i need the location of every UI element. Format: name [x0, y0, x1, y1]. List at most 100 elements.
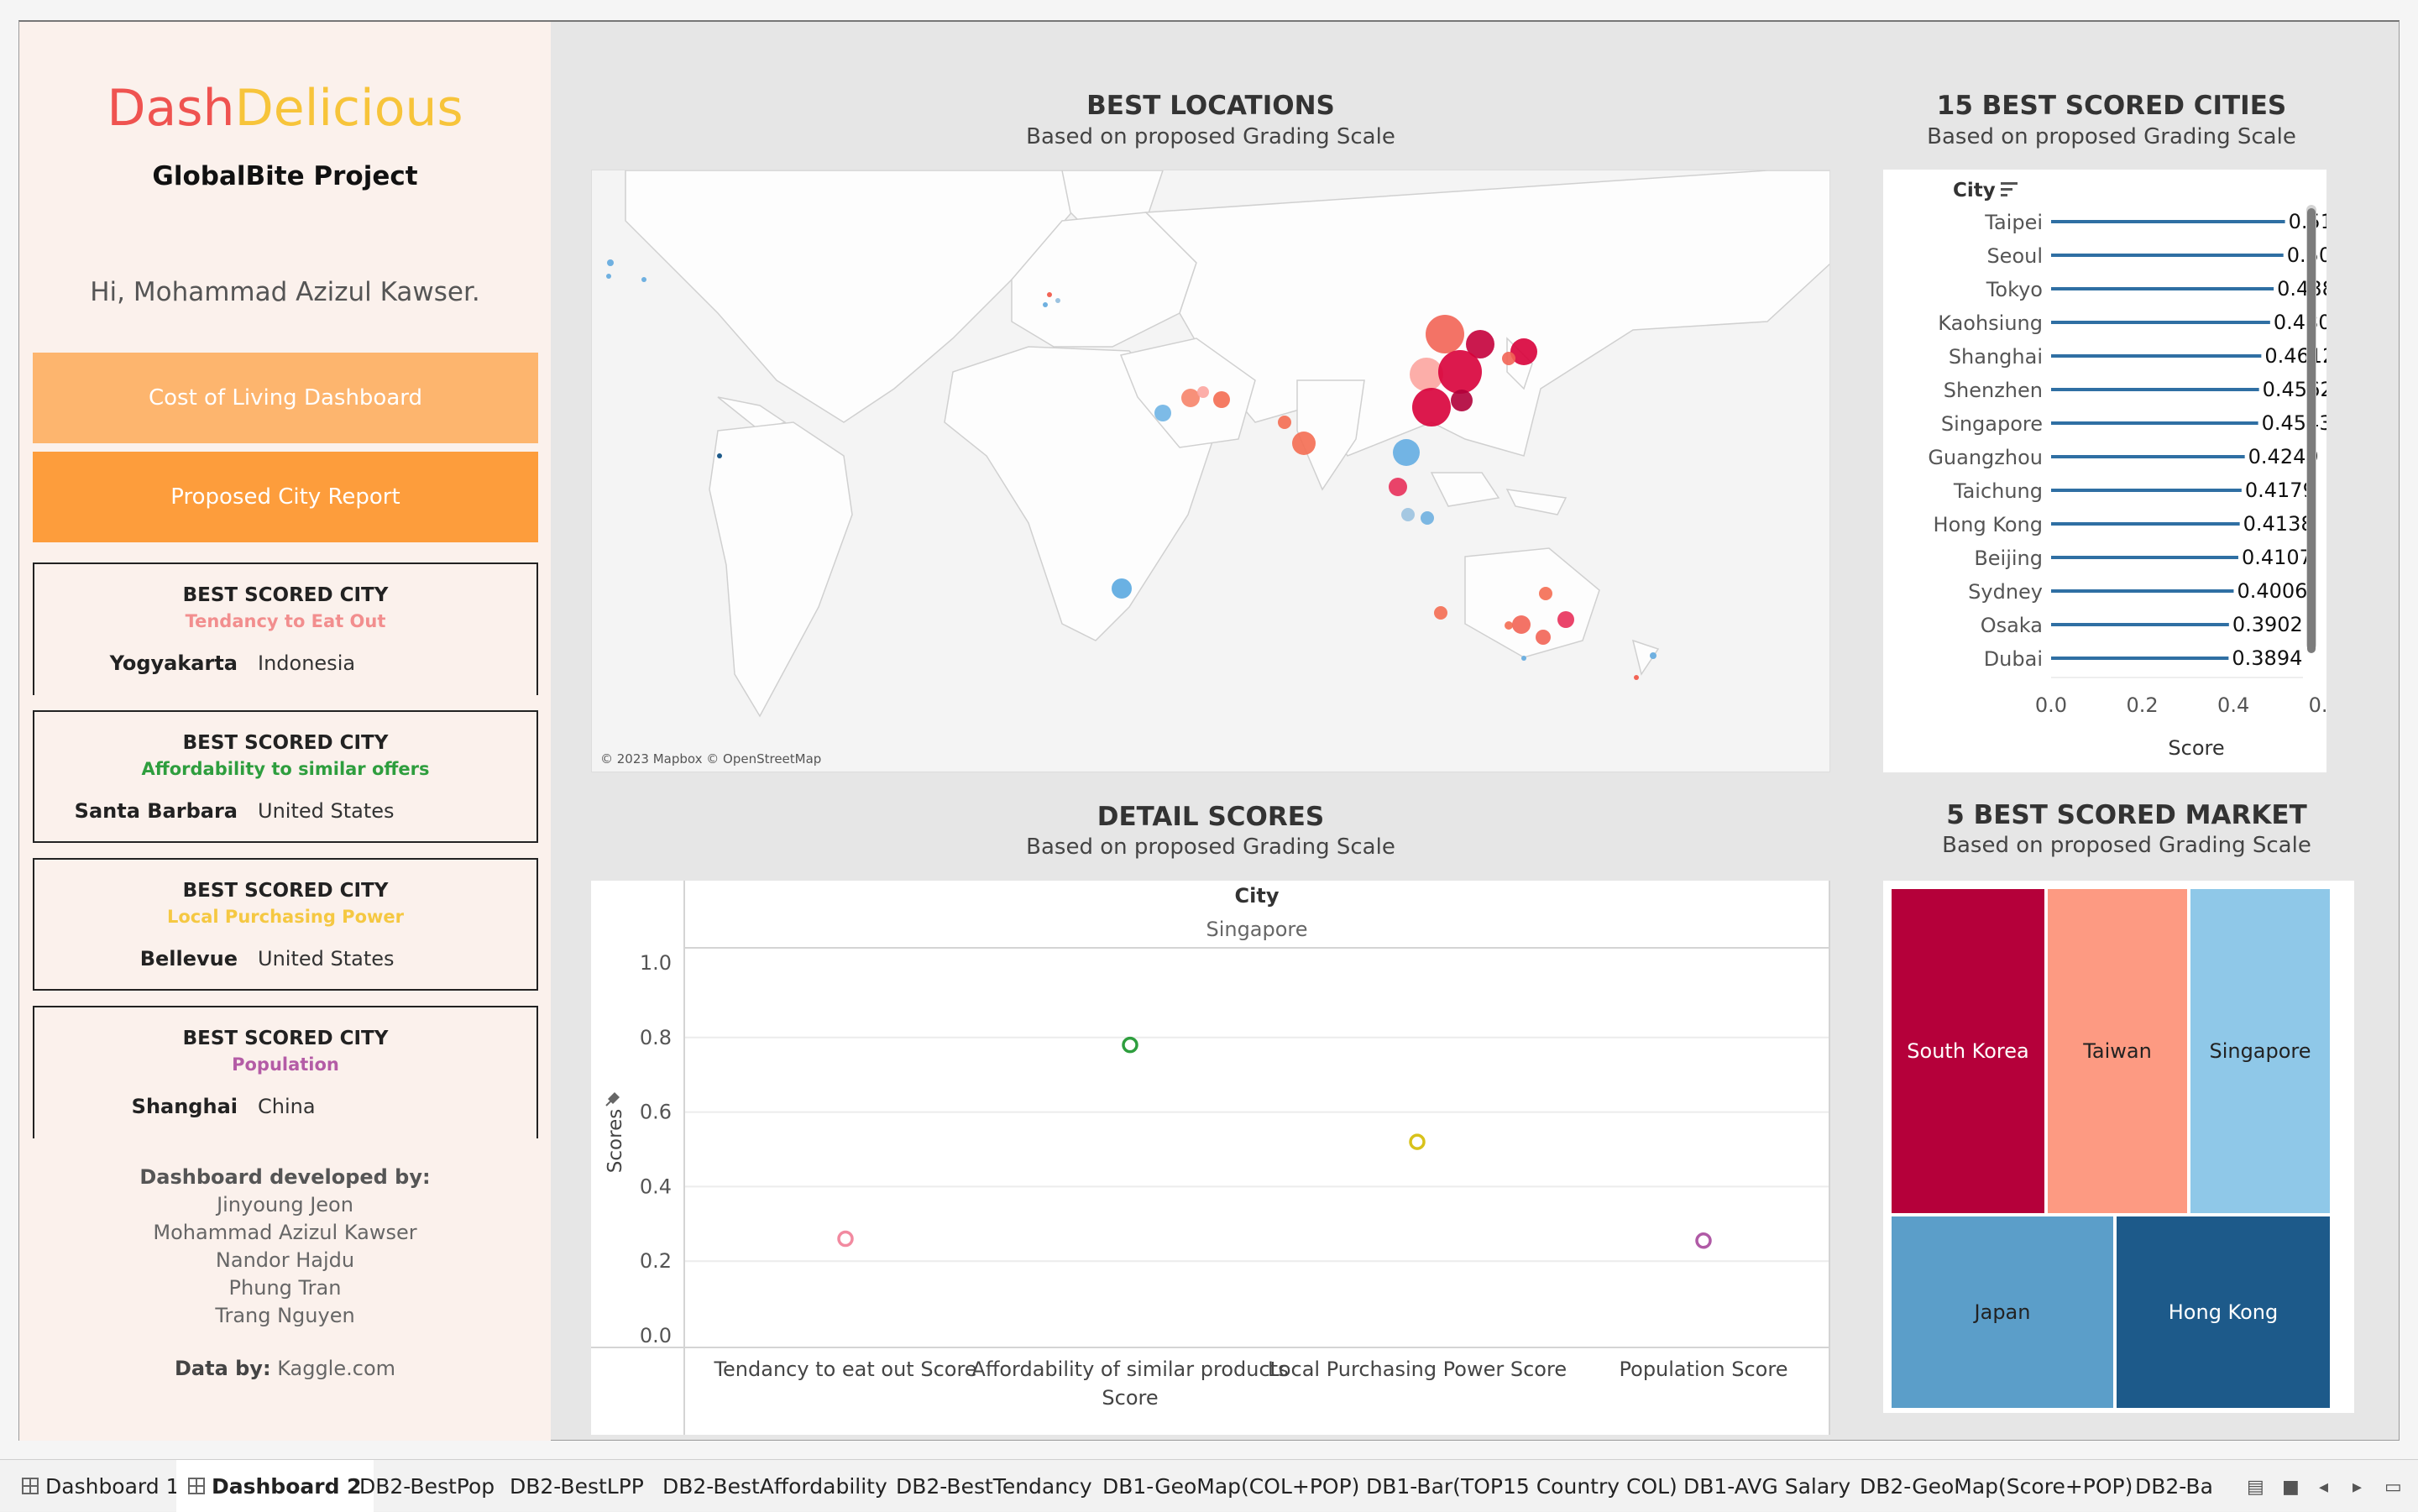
filmstrip-view-icon[interactable]: ▤ — [2247, 1477, 2264, 1498]
bar-mark[interactable] — [2051, 354, 2262, 358]
bar-mark[interactable] — [2051, 254, 2284, 257]
detail-scores-chart[interactable]: City Singapore 0.0 0.2 0.4 0.6 0.8 1.0 Tendan… — [591, 881, 1830, 1435]
tab-db1-bar-top15[interactable]: DB1-Bar(TOP15 Country COL) — [1366, 1473, 1677, 1499]
cost-of-living-dashboard-button[interactable]: Cost of Living Dashboard — [33, 353, 538, 443]
credit-name: Nandor Hajdu — [215, 1248, 355, 1272]
detail-x-category-label: Population Score — [1620, 1358, 1788, 1381]
tab-dashboard-2[interactable]: Dashboard 2 — [176, 1460, 374, 1512]
best-city-card-tendancy: BEST SCORED CITY Tendancy to Eat Out Yog… — [33, 562, 538, 695]
bar-subtitle: Based on proposed Grading Scale — [1927, 124, 2296, 149]
sidebar: DashDelicious GlobalBite Project Hi, Moh… — [19, 22, 551, 1441]
map-subtitle: Based on proposed Grading Scale — [1026, 124, 1395, 149]
tab-db2-geomap-score-pop[interactable]: DB2-GeoMap(Score+POP) — [1860, 1473, 2133, 1499]
bar-value-label: 0.3902 — [2232, 613, 2303, 636]
tab-db2-bestaffordability[interactable]: DB2-BestAffordability — [662, 1473, 887, 1499]
bar-value-label: 0.4107 — [2242, 546, 2312, 569]
sort-icon[interactable] — [2001, 182, 2018, 196]
bar-category-label: Sydney — [1968, 580, 2043, 604]
data-source: Data by: Kaggle.com — [19, 1357, 551, 1380]
detail-y-tick: 0.8 — [640, 1026, 672, 1049]
bar-mark[interactable] — [2051, 287, 2274, 290]
treemap-cell-south-korea[interactable]: South Korea — [1890, 887, 2046, 1215]
bar-mark[interactable] — [2051, 623, 2229, 626]
pin-icon[interactable] — [605, 1092, 620, 1107]
bar-value-label: 0.3894 — [2232, 646, 2302, 670]
bar-value-label: 0.4179 — [2245, 479, 2316, 502]
bar-value-label: 0.4543 — [2262, 411, 2326, 435]
card-city: Bellevue — [139, 947, 238, 971]
best-city-card-affordability: BEST SCORED CITY Affordability to simila… — [33, 710, 538, 843]
detail-chart-svg: City Singapore 0.0 0.2 0.4 0.6 0.8 1.0 Tendan… — [591, 881, 1830, 1435]
detail-score-point[interactable] — [1695, 1232, 1712, 1249]
bar-scrollbar-thumb[interactable] — [2307, 208, 2316, 653]
detail-title: DETAIL SCORES — [1096, 802, 1325, 832]
tab-db2-bestlpp[interactable]: DB2-BestLPP — [510, 1473, 644, 1499]
tab-db1-avg-salary[interactable]: DB1-AVG Salary — [1683, 1473, 1851, 1499]
presentation-mode-icon[interactable]: ▭ — [2384, 1477, 2402, 1498]
proposed-city-report-button[interactable]: Proposed City Report — [33, 452, 538, 542]
best-market-treemap[interactable]: South Korea Taiwan Singapore Japan Hong … — [1883, 881, 2354, 1413]
bar-mark[interactable] — [2051, 522, 2240, 526]
tabs-view-icon[interactable]: ■ — [2282, 1477, 2300, 1498]
detail-score-point[interactable] — [1409, 1133, 1426, 1150]
detail-y-tick: 0.6 — [640, 1101, 672, 1124]
bar-x-tick: 0.2 — [2126, 693, 2158, 717]
credits-heading: Dashboard developed by: — [139, 1165, 431, 1189]
card-subtitle: Population — [232, 1054, 339, 1075]
card-city: Shanghai — [131, 1095, 238, 1118]
scroll-tabs-left-icon[interactable]: ◂ — [2319, 1477, 2329, 1498]
detail-column-value: Singapore — [1206, 918, 1307, 941]
bar-category-label: Dubai — [1984, 647, 2043, 671]
scroll-tabs-right-icon[interactable]: ▸ — [2353, 1477, 2363, 1498]
map-markers — [606, 259, 1656, 680]
detail-column-header: City — [1235, 884, 1280, 908]
bar-mark[interactable] — [2051, 321, 2270, 324]
card-country: Indonesia — [258, 651, 356, 675]
bar-category-label: Taipei — [1984, 211, 2043, 234]
tab-db1-geomap-col-pop[interactable]: DB1-GeoMap(COL+POP) — [1102, 1473, 1360, 1499]
card-title: BEST SCORED CITY — [182, 584, 389, 606]
card-city: Yogyakarta — [109, 651, 238, 675]
bar-mark[interactable] — [2051, 556, 2238, 559]
bar-category-label: Beijing — [1974, 547, 2043, 570]
bar-mark[interactable] — [2051, 589, 2234, 593]
detail-x-category-label: Tendancy to eat out Score — [713, 1358, 976, 1381]
bar-mark[interactable] — [2051, 220, 2285, 223]
tab-db2-bar[interactable]: DB2-Bar — [2135, 1473, 2215, 1499]
data-by-label: Data by: — [174, 1357, 271, 1380]
bar-mark[interactable] — [2051, 421, 2258, 425]
data-by-link[interactable]: Kaggle.com — [277, 1357, 395, 1380]
greeting: Hi, Mohammad Azizul Kawser. — [90, 277, 480, 307]
card-country: United States — [258, 947, 395, 971]
bar-mark[interactable] — [2051, 388, 2259, 391]
bar-mark[interactable] — [2051, 455, 2245, 458]
tab-db2-besttendancy[interactable]: DB2-BestTendancy — [896, 1473, 1092, 1499]
card-subtitle: Affordability to similar offers — [141, 759, 430, 779]
treemap-cell-singapore[interactable]: Singapore — [2189, 887, 2332, 1215]
treemap-cell-hong-kong[interactable]: Hong Kong — [2115, 1215, 2332, 1410]
tab-dashboard-1[interactable]: Dashboard 1 — [15, 1460, 186, 1512]
detail-score-point[interactable] — [1122, 1036, 1138, 1054]
bar-mark[interactable] — [2051, 489, 2242, 492]
world-map[interactable]: © 2023 Mapbox © OpenStreetMap — [591, 170, 1830, 772]
bar-mark[interactable] — [2051, 657, 2229, 660]
tab-db2-bestpop[interactable]: DB2-BestPop — [359, 1473, 495, 1499]
treemap-cell-taiwan[interactable]: Taiwan — [2046, 887, 2189, 1215]
bar-category-label: Shenzhen — [1944, 379, 2043, 402]
bar-x-tick: 0.4 — [2217, 693, 2249, 717]
detail-y-axis-label: Scores — [604, 1109, 626, 1173]
bar-category-label: Tokyo — [1986, 278, 2043, 301]
map-attribution[interactable]: © 2023 Mapbox © OpenStreetMap — [600, 751, 822, 766]
treemap-cell-japan[interactable]: Japan — [1890, 1215, 2115, 1410]
dashboard-frame: DashDelicious GlobalBite Project Hi, Moh… — [18, 20, 2400, 1441]
detail-y-tick: 0.4 — [640, 1175, 672, 1198]
bar-x-tick: 0.6 — [2309, 693, 2326, 717]
bar-category-label: Kaohsiung — [1938, 311, 2043, 335]
bar-value-label: 0.4006 — [2237, 579, 2307, 603]
bar-category-label: Taichung — [1953, 479, 2043, 503]
top-cities-bar-chart[interactable]: CityTaipei0.5132Seoul0.5097Tokyo0.4884Ka… — [1883, 170, 2326, 772]
card-country: United States — [258, 799, 395, 823]
tab-label: Dashboard 2 — [212, 1473, 362, 1499]
detail-score-point[interactable] — [837, 1230, 854, 1248]
